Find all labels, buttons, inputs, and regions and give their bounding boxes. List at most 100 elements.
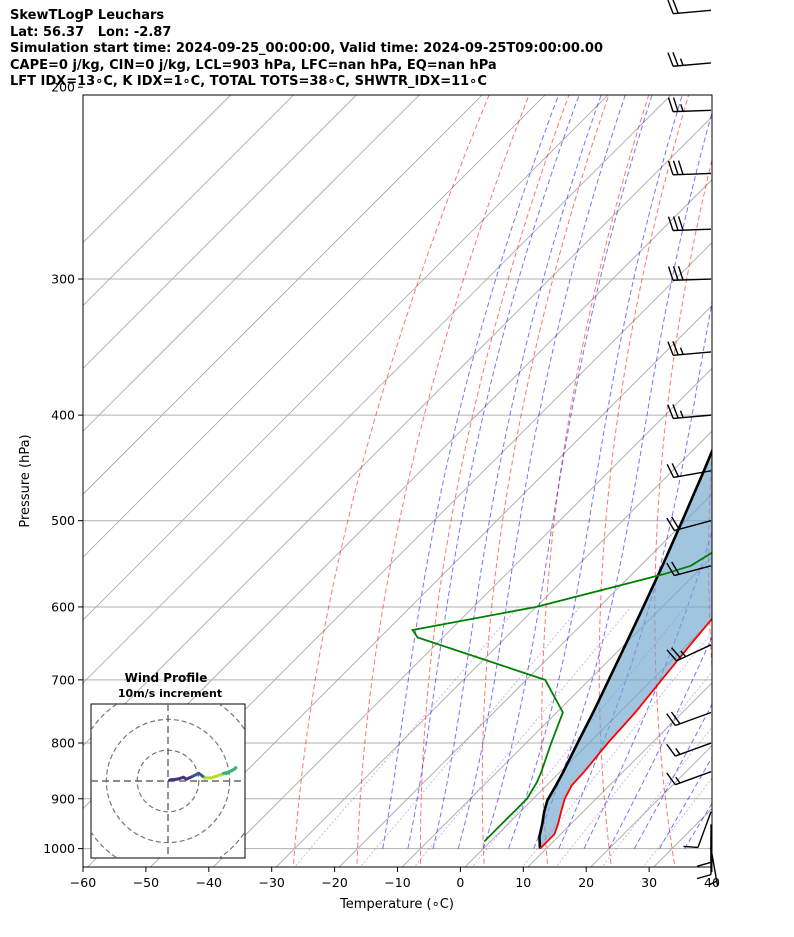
x-tick-label: −10	[384, 875, 410, 890]
wind-barb	[667, 51, 712, 67]
cin-fill	[539, 451, 712, 849]
barb-feather	[666, 772, 676, 786]
wind-barb	[683, 811, 712, 849]
barb-feather	[666, 743, 676, 757]
barb-feather	[671, 516, 680, 530]
x-tick-label: −20	[321, 875, 347, 890]
isotherm	[212, 367, 712, 867]
dry-adiabat	[292, 95, 490, 867]
x-tick-label: 30	[641, 875, 657, 890]
location-line: Lat: 56.37 Lon: -2.87	[10, 24, 172, 40]
mixing-ratio-line	[413, 606, 632, 867]
barb-feather	[666, 562, 675, 576]
mixing-ratio-line	[601, 726, 712, 867]
barb-staff	[673, 414, 712, 420]
barb-feather	[672, 266, 679, 281]
y-tick-label: 700	[51, 672, 75, 687]
x-tick-label: −50	[133, 875, 159, 890]
wind-barb	[696, 824, 712, 868]
wind-barb	[667, 0, 712, 15]
barb-half-feather	[679, 347, 684, 355]
moist-adiabat	[382, 95, 560, 849]
moist-adiabat	[533, 110, 712, 849]
barb-feather	[672, 404, 679, 419]
parcel-profile-line	[538, 447, 712, 849]
wind-barb	[667, 97, 712, 113]
hodograph-subtitle: 10m/s increment	[118, 687, 222, 700]
hodograph-segment	[221, 770, 232, 775]
barb-staff	[672, 278, 712, 282]
isotherm	[590, 745, 712, 867]
dry-adiabat	[654, 157, 712, 867]
barb-feather	[672, 0, 679, 14]
barb-staff	[697, 811, 712, 848]
wind-barb	[666, 516, 712, 532]
dry-adiabat	[761, 0, 794, 872]
barb-half-feather	[675, 748, 681, 755]
time-line: Simulation start time: 2024-09-25_00:00:…	[10, 41, 603, 56]
moist-adiabat	[709, 844, 712, 849]
y-tick-label: 600	[51, 599, 75, 614]
y-tick-label: 500	[51, 513, 75, 528]
x-tick-label: 10	[515, 875, 531, 890]
isotherm	[83, 95, 358, 370]
mixing-ratio-line	[471, 606, 687, 867]
barb-feather	[671, 561, 680, 575]
hodograph-segment	[209, 773, 222, 780]
hodograph-inset: Wind Profile 10m/s increment	[90, 671, 246, 859]
moist-adiabat	[558, 299, 712, 849]
wind-barb	[667, 160, 712, 176]
moist-adiabat	[407, 95, 580, 849]
wind-barb	[667, 404, 712, 420]
dry-adiabat	[481, 95, 610, 867]
barb-staff	[675, 771, 712, 786]
isotherm	[464, 619, 712, 867]
barb-staff	[676, 644, 712, 662]
wind-barb	[667, 340, 712, 356]
wind-barb	[666, 711, 712, 727]
isotherm	[83, 179, 712, 810]
indices-line-1: CAPE=0 j/kg, CIN=0 j/kg, LCL=903 hPa, LF…	[10, 57, 497, 73]
barb-feather	[667, 97, 674, 112]
barb-feather	[677, 216, 684, 231]
barb-half-feather	[679, 58, 684, 66]
moist-adiabat	[432, 95, 602, 849]
barb-staff	[672, 228, 712, 232]
x-tick-label: 20	[578, 875, 594, 890]
isotherm	[775, 0, 794, 872]
isotherm	[83, 116, 712, 747]
barb-feather	[666, 713, 676, 726]
barb-feather	[667, 52, 674, 67]
barb-feather	[667, 160, 674, 176]
barb-feather	[670, 711, 681, 725]
barb-feather	[666, 649, 678, 662]
barb-feather	[672, 51, 679, 67]
mixing-ratio-line	[555, 671, 712, 867]
chart-header: SkewTLogP Leuchars Lat: 56.37 Lon: -2.87…	[10, 8, 603, 91]
mixing-ratio-line	[642, 777, 712, 867]
dewpoint-line	[411, 551, 712, 843]
barb-feather	[671, 463, 680, 477]
isotherm	[83, 95, 483, 495]
mixing-ratio-line	[359, 606, 581, 867]
barb-feather	[667, 216, 674, 231]
moist-adiabat	[659, 756, 712, 849]
isotherm	[83, 95, 609, 621]
barb-staff	[673, 9, 712, 15]
barb-feather	[672, 340, 679, 356]
barb-half-feather	[679, 410, 684, 418]
barb-staff	[674, 520, 712, 532]
moist-adiabat	[457, 95, 626, 849]
x-tick-label: −30	[259, 875, 285, 890]
y-tick-label: 800	[51, 736, 75, 751]
y-tick-label: 1000	[43, 841, 75, 856]
isotherm	[653, 808, 712, 867]
wind-barb	[667, 216, 712, 232]
barb-feather	[667, 266, 674, 281]
barb-staff	[675, 711, 712, 727]
barb-feather	[672, 216, 679, 231]
axes: −60−50−40−30−20−100102030401002003004005…	[43, 80, 720, 890]
moist-adiabat	[482, 95, 653, 849]
x-axis-label: Temperature (∘C)	[339, 897, 454, 912]
y-tick-label: 900	[51, 791, 75, 806]
